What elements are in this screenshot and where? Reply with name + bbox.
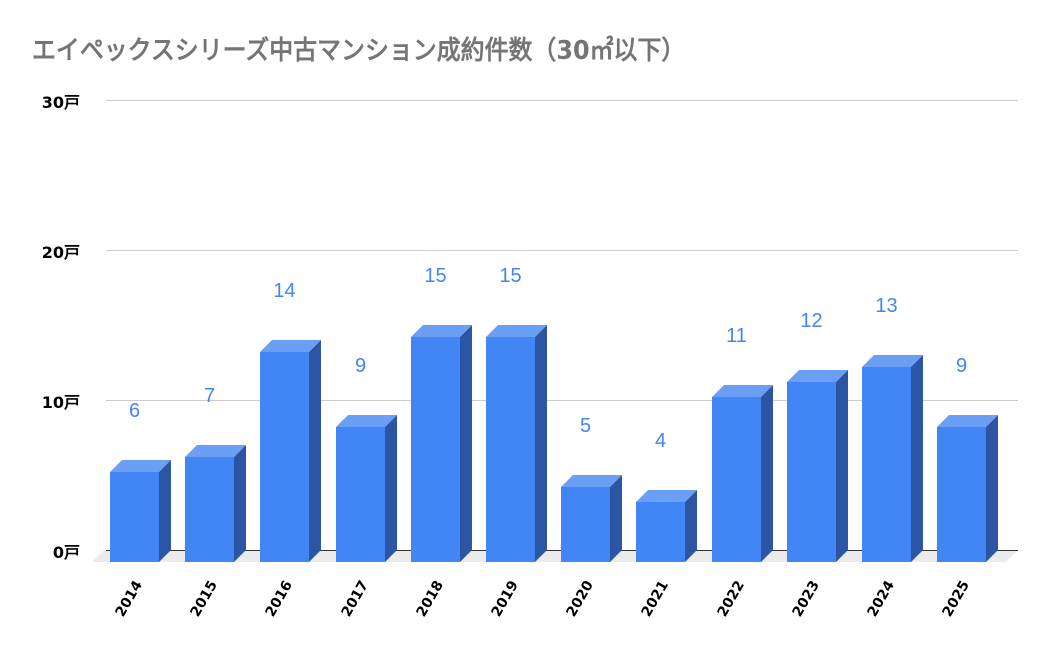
data-label: 12 xyxy=(800,310,823,332)
x-tick-label: 2022 xyxy=(714,578,748,620)
x-tick-label: 2019 xyxy=(488,578,522,620)
y-tick-label: 20戸 xyxy=(41,243,80,262)
gridline-20 xyxy=(106,250,1018,251)
bar-shape xyxy=(561,475,622,562)
y-tick-label: 0戸 xyxy=(52,543,80,562)
chart-floor xyxy=(92,550,1018,567)
data-label: 13 xyxy=(875,295,898,317)
bar-shape xyxy=(110,460,171,562)
bar-shape xyxy=(336,415,397,562)
bar-shape xyxy=(636,490,697,562)
bar-2022[interactable] xyxy=(712,385,773,562)
x-tick-label: 2017 xyxy=(338,578,372,620)
bar-shape xyxy=(486,325,547,562)
bar-shape xyxy=(185,445,246,562)
x-tick-label: 2014 xyxy=(112,578,146,620)
bar-2017[interactable] xyxy=(336,415,397,562)
gridline-10 xyxy=(106,400,1018,401)
bar-shape xyxy=(260,340,321,562)
data-label: 7 xyxy=(203,385,216,407)
bar-2019[interactable] xyxy=(486,325,547,562)
x-tick-label: 2020 xyxy=(563,578,597,620)
bar-shape xyxy=(712,385,773,562)
floor-shape xyxy=(92,550,1018,562)
data-label: 9 xyxy=(354,355,367,377)
bar-2024[interactable] xyxy=(862,355,923,562)
data-label: 15 xyxy=(424,265,447,287)
gridline-30 xyxy=(106,100,1018,101)
bar-2023[interactable] xyxy=(787,370,848,562)
data-label: 4 xyxy=(654,430,667,452)
data-label: 14 xyxy=(273,280,296,302)
bar-2014[interactable] xyxy=(110,460,171,562)
y-tick-label: 30戸 xyxy=(41,93,80,112)
data-label: 5 xyxy=(579,415,592,437)
bar-2025[interactable] xyxy=(937,415,998,562)
bar-shape xyxy=(787,370,848,562)
x-tick-label: 2023 xyxy=(789,578,823,620)
chart-title: エイペックスシリーズ中古マンション成約件数（30㎡以下） xyxy=(32,36,686,66)
bar-2021[interactable] xyxy=(636,490,697,562)
data-label: 11 xyxy=(726,325,747,347)
bar-2015[interactable] xyxy=(185,445,246,562)
x-tick-label: 2024 xyxy=(864,578,898,620)
y-tick-label: 10戸 xyxy=(41,393,80,412)
bar-shape xyxy=(937,415,998,562)
x-tick-label: 2016 xyxy=(262,578,296,620)
data-label: 6 xyxy=(128,400,141,422)
x-tick-label: 2015 xyxy=(187,578,221,620)
bar-2018[interactable] xyxy=(411,325,472,562)
bar-2016[interactable] xyxy=(260,340,321,562)
bar-shape xyxy=(862,355,923,562)
bar-2020[interactable] xyxy=(561,475,622,562)
data-label: 9 xyxy=(955,355,968,377)
data-label: 15 xyxy=(499,265,522,287)
x-tick-label: 2018 xyxy=(413,578,447,620)
x-tick-label: 2025 xyxy=(939,578,973,620)
bar-shape xyxy=(411,325,472,562)
x-tick-label: 2021 xyxy=(638,578,672,620)
